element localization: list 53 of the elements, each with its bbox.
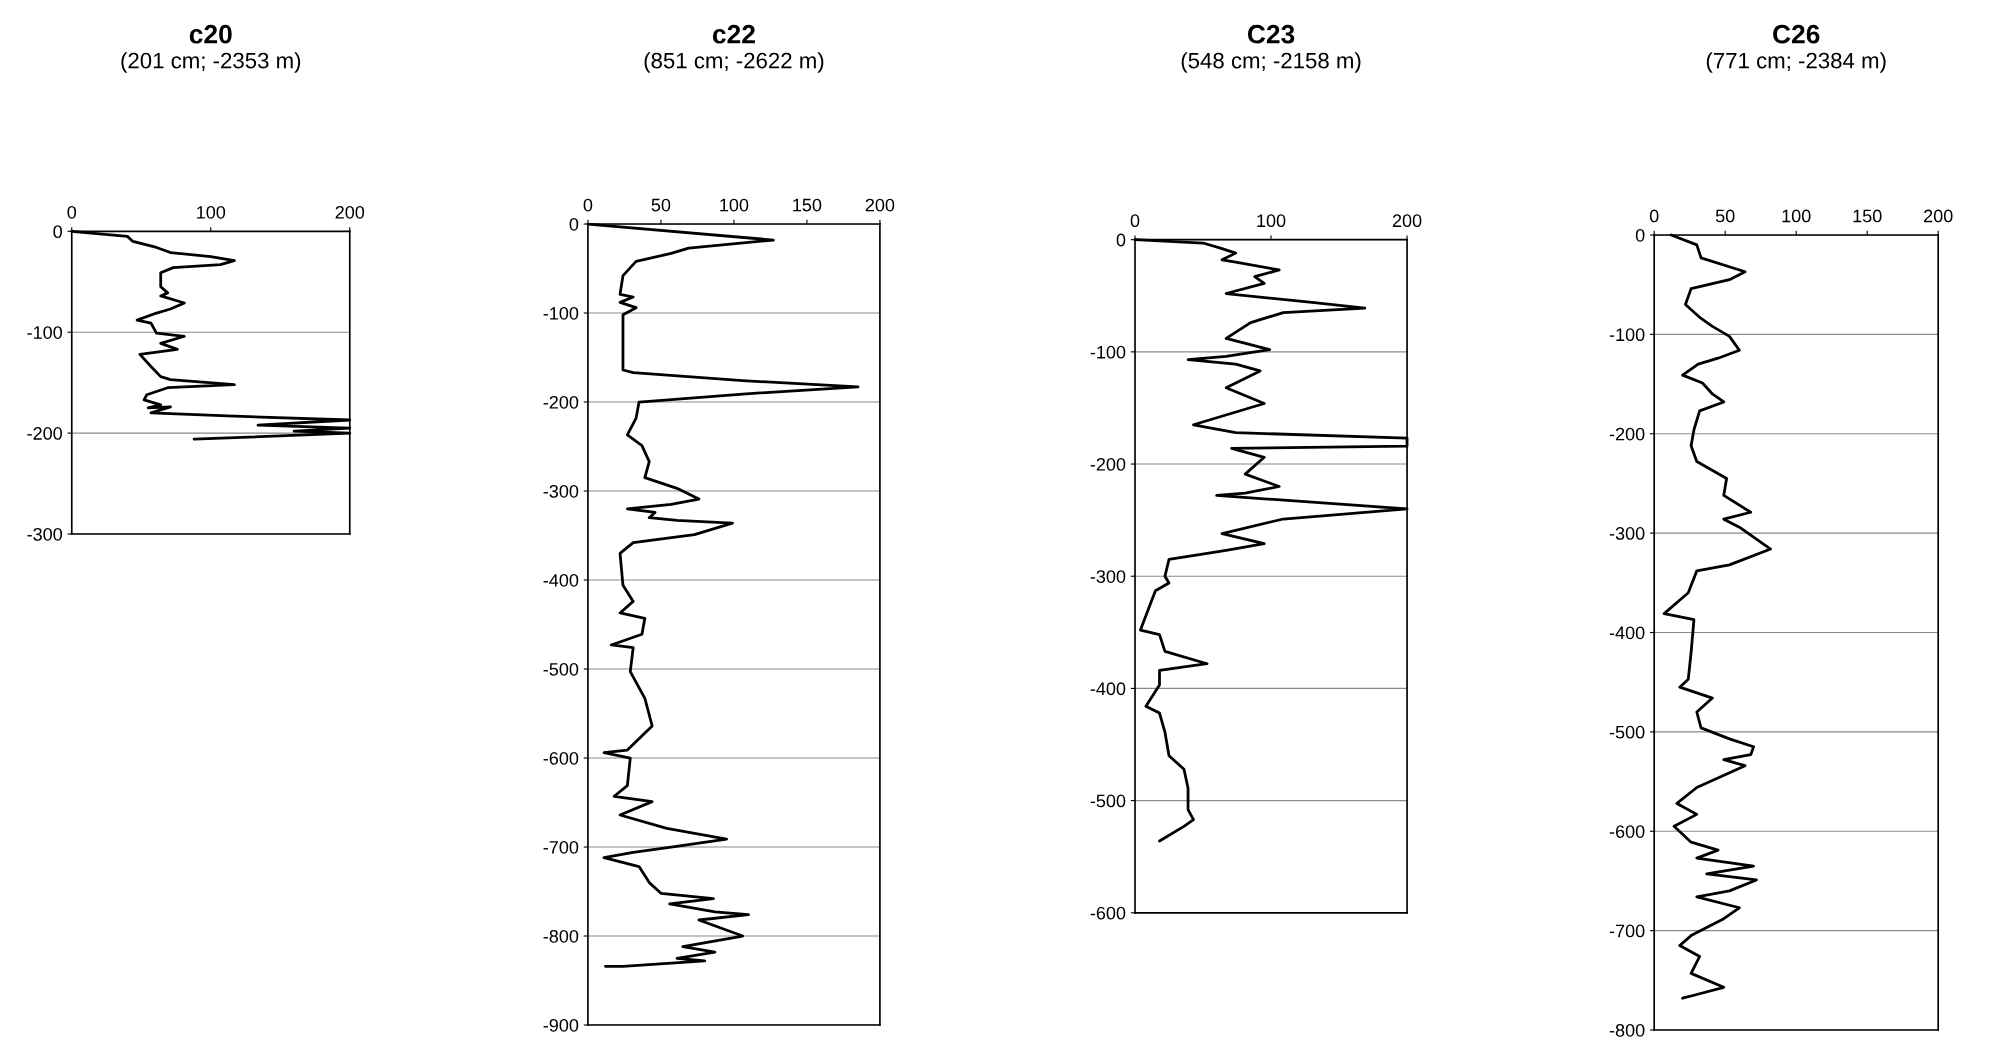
x-tick-label: 0 <box>583 198 593 212</box>
y-tick-label: -600 <box>1609 825 1645 838</box>
chart-subtitle: (548 cm; -2158 m) <box>1181 52 1361 73</box>
y-tick-label: -300 <box>1609 527 1645 540</box>
chart-subtitle: (201 cm; -2353 m) <box>121 52 301 73</box>
x-tick-label: 0 <box>1130 214 1140 228</box>
x-tick-label: 100 <box>197 205 226 219</box>
y-tick-label: -600 <box>1090 906 1126 920</box>
y-tick-label: 0 <box>1116 233 1126 247</box>
x-tick-label: 200 <box>1924 209 1953 223</box>
chart-subtitle: (771 cm; -2384 m) <box>1706 52 1886 73</box>
y-tick-label: -100 <box>1609 328 1645 342</box>
y-tick-label: -100 <box>543 306 579 320</box>
y-tick-label: 0 <box>53 225 63 239</box>
y-tick-label: -100 <box>27 326 63 339</box>
y-tick-label: -400 <box>543 573 579 587</box>
x-tick-label: 50 <box>1715 209 1735 223</box>
x-tick-label: 100 <box>1782 209 1811 223</box>
y-tick-label: -400 <box>1090 682 1126 696</box>
y-tick-label: -300 <box>27 527 63 541</box>
x-tick-label: 100 <box>720 198 749 212</box>
y-tick-label: -800 <box>1609 1023 1645 1037</box>
y-tick-label: -700 <box>543 840 579 854</box>
chart-title: C26 <box>1773 24 1820 44</box>
y-tick-label: -700 <box>1609 924 1645 938</box>
y-tick-label: -500 <box>1609 725 1645 739</box>
y-tick-label: -200 <box>1090 457 1126 471</box>
y-tick-label: -300 <box>543 484 579 498</box>
x-tick-label: 200 <box>1392 214 1422 228</box>
y-tick-label: -600 <box>543 751 579 765</box>
y-tick-label: -800 <box>543 929 579 943</box>
x-tick-label: 150 <box>793 198 822 212</box>
chart-title: c20 <box>189 24 232 44</box>
x-tick-label: 200 <box>865 198 895 212</box>
chart-title: C23 <box>1247 24 1295 44</box>
y-tick-label: 0 <box>1635 228 1645 242</box>
x-tick-label: 100 <box>1257 214 1286 228</box>
chart-title: c22 <box>712 24 755 44</box>
y-tick-label: -100 <box>1090 345 1126 359</box>
y-tick-label: -900 <box>543 1018 579 1032</box>
x-tick-label: 0 <box>67 205 77 219</box>
y-tick-label: -200 <box>543 395 579 409</box>
y-tick-label: -500 <box>1090 794 1126 808</box>
x-tick-label: 50 <box>651 198 671 212</box>
y-tick-label: -400 <box>1609 626 1645 640</box>
x-tick-label: 150 <box>1853 209 1882 223</box>
y-tick-label: -300 <box>1090 570 1126 583</box>
x-tick-label: 0 <box>1649 209 1659 223</box>
x-tick-label: 200 <box>335 205 365 219</box>
chart-subtitle: (851 cm; -2622 m) <box>644 52 824 73</box>
y-tick-label: -200 <box>1609 427 1645 441</box>
y-tick-label: -500 <box>543 662 579 676</box>
y-tick-label: -200 <box>27 427 63 440</box>
